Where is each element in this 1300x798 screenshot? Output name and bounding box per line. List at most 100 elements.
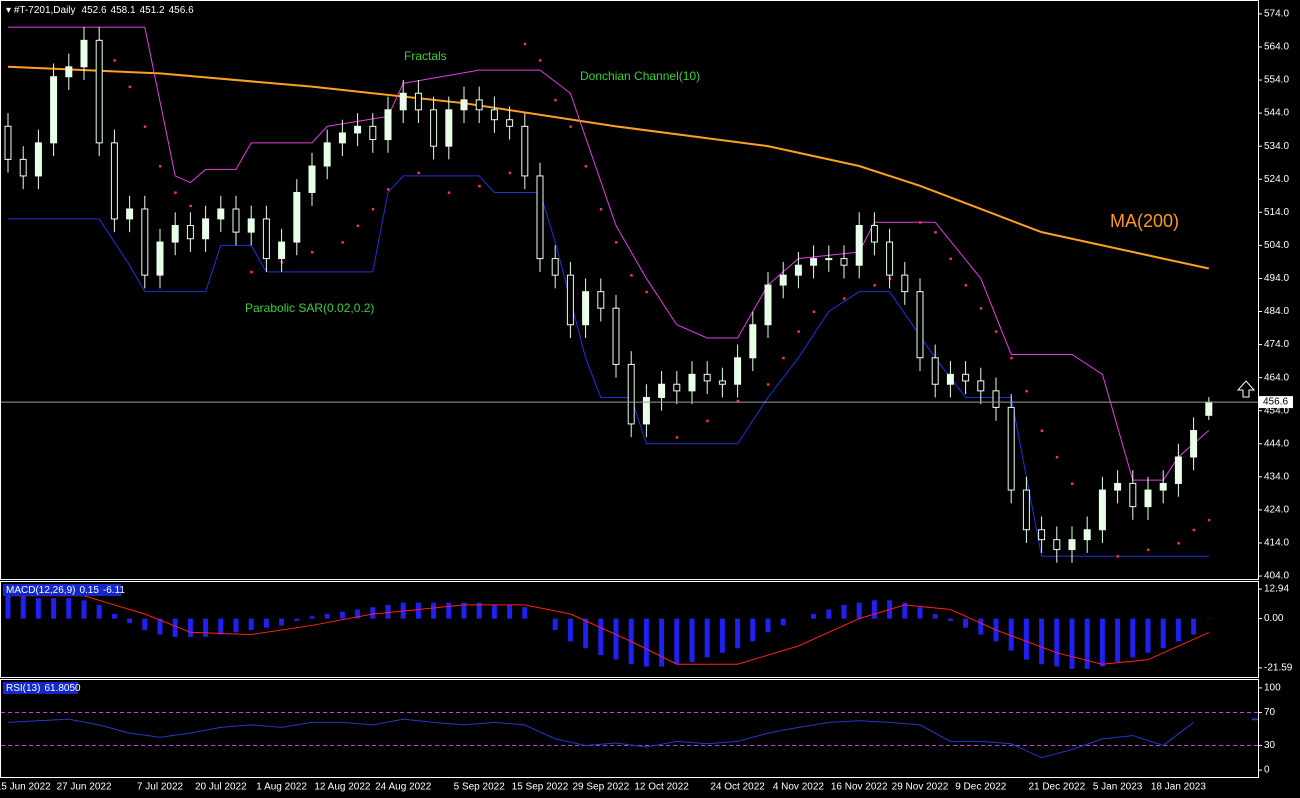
x-tick-label: 7 Jul 2022 xyxy=(137,782,184,793)
candle-body xyxy=(80,39,88,68)
candle-body xyxy=(627,363,635,425)
y-tick-label: 100 xyxy=(1264,683,1281,694)
y-tick-label: 544.0 xyxy=(1264,108,1289,119)
donchian-label: Donchian Channel(10) xyxy=(580,69,700,83)
sar-dot xyxy=(554,98,557,102)
sar-dot xyxy=(1207,518,1211,522)
macd-bar xyxy=(20,595,26,619)
macd-bar xyxy=(1084,618,1090,669)
y-tick-label: -21.59 xyxy=(1264,662,1293,673)
candle-body xyxy=(612,307,620,365)
macd-bar xyxy=(750,618,756,642)
candle-body xyxy=(992,390,1000,408)
candle-body xyxy=(1022,489,1030,531)
y-tick-label: 0.00 xyxy=(1264,613,1284,624)
candle-body xyxy=(521,125,529,177)
candle-body xyxy=(1098,489,1106,531)
macd-bar xyxy=(294,618,300,621)
ma-line xyxy=(7,65,1210,270)
macd-bar xyxy=(978,618,984,635)
y-tick-label: 524.0 xyxy=(1264,174,1289,185)
y-tick-label: 414.0 xyxy=(1264,538,1289,549)
macd-bar xyxy=(172,618,178,637)
macd-bar xyxy=(355,609,361,619)
rsi-frame xyxy=(0,679,1259,778)
rsi-header: RSI(13) 61.8050 xyxy=(6,683,81,694)
macd-bar xyxy=(157,618,163,635)
y-tick-label: 504.0 xyxy=(1264,240,1289,251)
macd-bar xyxy=(461,602,467,619)
macd-bar xyxy=(841,604,847,619)
x-tick-label: 29 Nov 2022 xyxy=(892,782,949,793)
y-tick-label: 424.0 xyxy=(1264,505,1289,516)
y-tick-label: 494.0 xyxy=(1264,273,1289,284)
y-tick-label: 514.0 xyxy=(1264,207,1289,218)
sar-dot xyxy=(174,191,177,194)
sar-dot xyxy=(1116,555,1120,558)
macd-bar xyxy=(765,618,771,633)
macd-label: MACD(12,26,9) xyxy=(6,585,75,596)
macd-bar xyxy=(567,618,573,642)
candle-body xyxy=(247,218,255,233)
macd-bar xyxy=(947,618,953,621)
candle-body xyxy=(110,142,118,220)
y-tick-label: 554.0 xyxy=(1264,75,1289,86)
sar-dot xyxy=(417,171,420,175)
macd-bar xyxy=(552,618,558,630)
candle-body xyxy=(399,92,407,111)
candle-body xyxy=(171,225,179,243)
macd-bar xyxy=(871,600,877,619)
macd-bar xyxy=(248,618,254,630)
macd-bar xyxy=(643,618,649,667)
y-tick-label: 534.0 xyxy=(1264,141,1289,152)
sar-dot xyxy=(128,85,132,89)
candle-body xyxy=(19,158,27,177)
candle-body xyxy=(825,258,833,261)
rsi-line xyxy=(7,718,1194,759)
sar-dot xyxy=(964,284,968,287)
candle-body xyxy=(34,142,42,177)
x-tick-label: 24 Oct 2022 xyxy=(710,782,765,793)
sar-dot xyxy=(508,171,512,175)
candle-body xyxy=(95,39,103,144)
macd-bar xyxy=(507,604,513,619)
candle-body xyxy=(1144,489,1152,508)
macd-bar xyxy=(385,604,391,619)
macd-bar xyxy=(932,614,938,619)
macd-bar xyxy=(491,604,497,619)
sar-dot xyxy=(356,224,360,228)
candle-body xyxy=(430,109,438,147)
x-tick-label: 12 Aug 2022 xyxy=(314,782,371,793)
macd-bar xyxy=(1160,618,1166,649)
macd-bar xyxy=(1175,618,1181,642)
candle-body xyxy=(308,165,316,193)
sar-dot xyxy=(934,231,937,234)
y-tick-label: 30 xyxy=(1264,740,1276,751)
candle-body xyxy=(202,218,210,240)
candle-body xyxy=(1190,430,1198,458)
x-tick-label: 29 Sep 2022 xyxy=(572,782,629,793)
up-arrow-icon xyxy=(1236,380,1256,398)
sar-dot xyxy=(1025,389,1028,393)
sar-dot xyxy=(630,274,633,277)
y-tick-label: 474.0 xyxy=(1264,339,1289,350)
sar-dot xyxy=(919,221,922,224)
x-tick-label: 16 Nov 2022 xyxy=(831,782,888,793)
candle-body xyxy=(916,291,924,359)
y-tick-label: 574.0 xyxy=(1264,9,1289,20)
macd-bar xyxy=(780,618,786,626)
plot: 404.0 414.0 424.0 434.0 444.0 454.0 464.0 474.0… xyxy=(0,9,1293,793)
candle-body xyxy=(1174,456,1182,484)
macd-bar xyxy=(1130,618,1136,658)
candle-body xyxy=(658,383,666,398)
macd-bar xyxy=(203,618,209,637)
header-low: 451.2 xyxy=(140,5,165,16)
candle-body xyxy=(354,125,362,134)
candle-body xyxy=(734,357,742,385)
macd-bar xyxy=(309,616,315,619)
header-arrow: ▾ xyxy=(6,5,14,16)
sar-dot xyxy=(1055,455,1059,459)
macd-bar xyxy=(598,618,604,656)
macd-bar xyxy=(613,618,619,660)
header-open: 452.6 xyxy=(82,5,107,16)
